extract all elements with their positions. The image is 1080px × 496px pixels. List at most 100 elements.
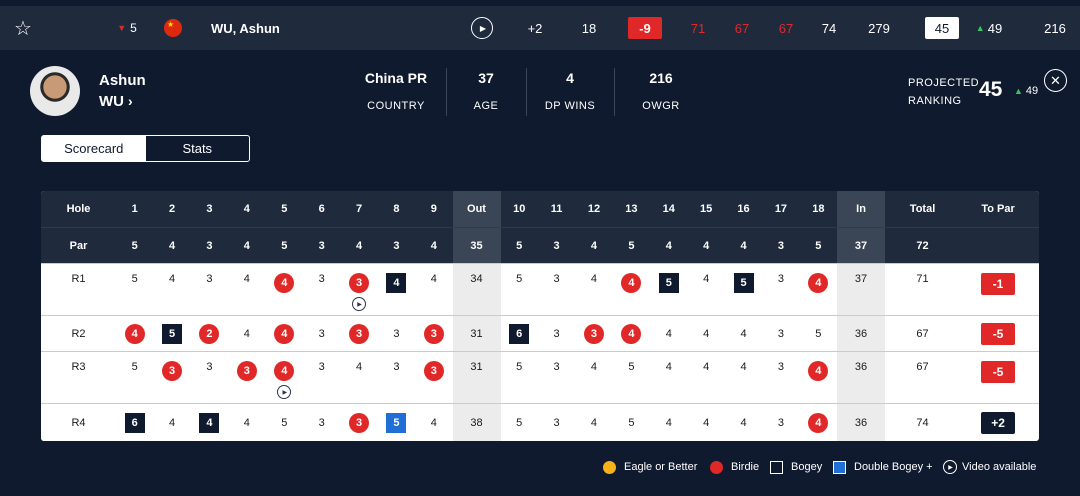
score-value: 3	[777, 361, 784, 373]
out-score: 34	[452, 264, 501, 315]
score-cell-hole-10: 6	[501, 316, 538, 351]
stat-owgr: 216 OWGR	[642, 70, 680, 112]
header-to-par: To Par	[981, 203, 1015, 215]
par-out: 35	[452, 228, 501, 263]
score-value: 3	[393, 327, 400, 340]
out-score: 38	[452, 404, 501, 441]
score-value: 4	[590, 273, 598, 285]
projected-ranking-value: 45	[979, 78, 1003, 101]
score-value: 4	[665, 361, 672, 373]
score-cell-hole-14: 4	[650, 352, 687, 403]
bogey-marker: 5	[733, 273, 754, 293]
score-cell-hole-5: 4	[266, 264, 303, 315]
score-cell-hole-8: 3	[378, 316, 415, 351]
score-value: 3	[318, 416, 325, 429]
birdie-marker: 4	[621, 273, 642, 293]
score-cell-hole-10: 5	[501, 264, 538, 315]
hole-row: Hole 1 2 3 4 5 6 7 8 9 Out 10 11 12 13 14 15 16 17 18 In Tota…	[41, 191, 1039, 227]
close-icon[interactable]: ✕	[1044, 69, 1067, 92]
tab-scorecard[interactable]: Scorecard	[42, 136, 146, 161]
legend-eagle: Eagle or Better	[603, 458, 697, 476]
round-label: R4	[41, 404, 116, 441]
score-cell-hole-12: 3	[575, 316, 612, 351]
score-value: 4	[740, 327, 747, 340]
in-score: 36	[837, 404, 886, 441]
round-label: R1	[41, 264, 116, 315]
in-score: 36	[837, 352, 886, 403]
par-hole-9: 4	[430, 239, 437, 252]
header-in: In	[837, 191, 886, 227]
video-play-icon[interactable]: ▶	[352, 297, 367, 311]
par-in: 37	[837, 228, 886, 263]
eagle-dot-icon	[603, 460, 616, 474]
score-value: 4	[590, 361, 598, 373]
score-value: 5	[628, 361, 635, 373]
video-play-icon[interactable]: ▶	[277, 385, 292, 399]
bogey-marker: 5	[162, 323, 183, 344]
score-cell-hole-15: 4	[687, 404, 724, 441]
divider	[614, 68, 615, 116]
score-cell-hole-4: 4	[228, 316, 265, 351]
stat-dp-wins: 4 DP WINS	[544, 70, 596, 112]
score-cell-hole-11: 3	[538, 352, 575, 403]
par-hole-17: 3	[777, 239, 784, 252]
par-total: 72	[916, 239, 929, 252]
leaderboard-row[interactable]: ☆ ▼5 WU, Ashun ▶ +2 18 -9 71 67 67 74 27…	[0, 6, 1080, 50]
view-tabs: Scorecard Stats	[41, 135, 250, 162]
score-cell-hole-8: 4	[378, 264, 415, 315]
score-cell-hole-17: 3	[762, 316, 799, 351]
score-value: 5	[628, 416, 635, 429]
bogey-marker: 5	[658, 273, 679, 293]
favorite-star-icon[interactable]: ☆	[12, 6, 34, 50]
birdie-marker: 4	[274, 361, 295, 381]
round-to-par: -5	[960, 352, 1036, 403]
score-cell-hole-2: 4	[153, 264, 190, 315]
move-value: 5	[130, 21, 137, 35]
header-label: Hole	[66, 203, 91, 215]
score-cell-hole-9: 3	[415, 316, 452, 351]
header-hole-1: 1	[131, 203, 138, 215]
player-last-name-link[interactable]: WU ›	[99, 93, 133, 110]
score-cell-hole-18: 4	[800, 404, 837, 441]
score-value: 3	[318, 273, 325, 285]
thru: 18	[581, 20, 597, 36]
par-hole-6: 3	[318, 239, 325, 252]
score-value: 3	[777, 273, 784, 285]
round-row-r3: R3 5 3 3 3 4 ▶ 3 4 3 3 31 5 3 4 5 4 4 4 3 4 36 67 -5	[41, 351, 1039, 403]
player-name[interactable]: WU, Ashun	[211, 20, 280, 36]
header-hole-16: 16	[737, 203, 750, 215]
projected-move: ▲ 49	[1014, 85, 1039, 97]
score-cell-hole-8: 3	[378, 352, 415, 403]
position-move: ▼ 5	[112, 6, 142, 50]
par-hole-12: 4	[590, 239, 598, 252]
header-hole-3: 3	[206, 203, 213, 215]
china-flag-icon	[163, 6, 183, 50]
header-hole-5: 5	[281, 203, 288, 215]
legend-video: ▶ Video available	[943, 458, 1036, 476]
score-value: 4	[665, 327, 672, 340]
score-value: 4	[243, 416, 250, 429]
birdie-marker: 4	[124, 323, 145, 344]
header-hole-7: 7	[355, 203, 363, 215]
round-row-r1: R1 5 4 3 4 4 3 3 ▶ 4 4 34 5 3 4 4 5 4 5 3 4 37 71 -1	[41, 263, 1039, 315]
score-value: 4	[243, 273, 250, 285]
play-video-icon[interactable]: ▶	[470, 6, 494, 50]
header-hole-11: 11	[550, 203, 563, 215]
score-cell-hole-6: 3	[303, 352, 340, 403]
out-score: 31	[452, 352, 501, 403]
header-hole-15: 15	[700, 203, 713, 215]
video-icon: ▶	[943, 460, 957, 474]
tab-stats[interactable]: Stats	[182, 141, 213, 156]
score-cell-hole-10: 5	[501, 352, 538, 403]
score-cell-hole-7: 3	[340, 316, 377, 351]
header-total: Total	[909, 203, 936, 215]
header-out: Out	[452, 191, 501, 227]
score-cell-hole-7: 3 ▶	[340, 264, 377, 315]
in-score: 37	[837, 264, 886, 315]
header-hole-6: 6	[318, 203, 325, 215]
birdie-marker: 4	[808, 412, 829, 433]
score-cell-hole-16: 4	[725, 316, 762, 351]
birdie-marker: 3	[162, 361, 183, 381]
score-cell-hole-3: 3	[191, 264, 228, 315]
par-hole-14: 4	[665, 239, 672, 252]
